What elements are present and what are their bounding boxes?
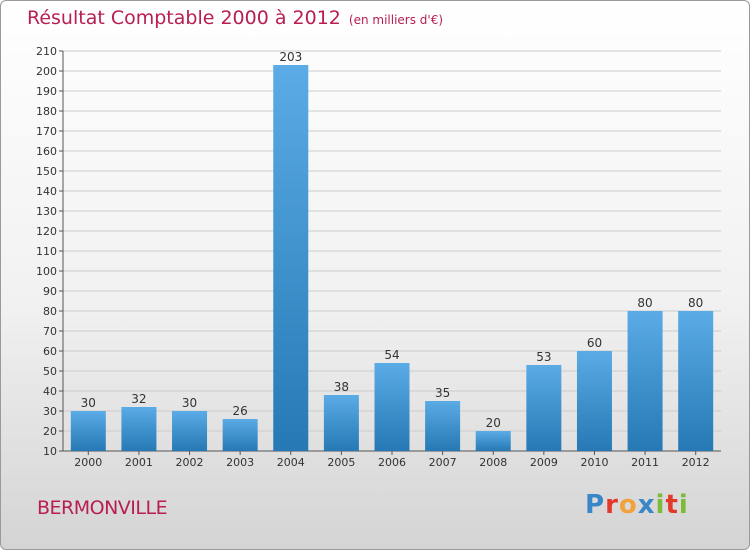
brand-logo: Proxiti xyxy=(585,490,689,520)
y-tick-label: 120 xyxy=(36,225,57,238)
x-tick-label: 2001 xyxy=(125,456,153,469)
bar-2006 xyxy=(374,363,410,451)
data-label: 20 xyxy=(486,416,501,430)
data-label: 26 xyxy=(233,404,248,418)
y-tick-label: 70 xyxy=(43,325,57,338)
bar-2009 xyxy=(526,365,562,451)
bar-2002 xyxy=(172,411,208,451)
y-tick-label: 80 xyxy=(43,305,57,318)
bars xyxy=(70,65,714,451)
y-tick-label: 10 xyxy=(43,445,57,458)
y-tick-label: 40 xyxy=(43,385,57,398)
data-label: 80 xyxy=(688,296,703,310)
data-label: 80 xyxy=(637,296,652,310)
y-tick-label: 140 xyxy=(36,185,57,198)
brand-letter: P xyxy=(585,490,606,520)
x-tick-label: 2003 xyxy=(226,456,254,469)
bar-2001 xyxy=(121,407,157,451)
y-tick-label: 100 xyxy=(36,265,57,278)
y-tick-label: 130 xyxy=(36,205,57,218)
brand-letter: o xyxy=(618,490,638,520)
x-tick-label: 2007 xyxy=(429,456,457,469)
data-label: 38 xyxy=(334,380,349,394)
chart-unit: (en milliers d'€) xyxy=(348,13,444,27)
x-tick-label: 2006 xyxy=(378,456,406,469)
data-label: 35 xyxy=(435,386,450,400)
y-tick-label: 20 xyxy=(43,425,57,438)
data-labels: 30 32 30 26 203 38 54 35 20 53 60 80 80 xyxy=(81,50,704,430)
bar-2012 xyxy=(678,311,714,451)
x-tick-label: 2000 xyxy=(74,456,102,469)
x-tick-label: 2011 xyxy=(631,456,659,469)
x-tick-label: 2009 xyxy=(530,456,558,469)
y-tick-label: 190 xyxy=(36,85,57,98)
y-tick-label: 110 xyxy=(36,245,57,258)
chart-title: Résultat Comptable 2000 à 2012 (en millie… xyxy=(27,7,443,29)
y-tick-label: 160 xyxy=(36,145,57,158)
data-label: 203 xyxy=(279,50,302,64)
town-name: BERMONVILLE xyxy=(37,497,168,519)
brand-letter: r xyxy=(605,490,619,520)
bar-2004 xyxy=(273,65,309,451)
data-label: 30 xyxy=(182,396,197,410)
bar-2007 xyxy=(425,401,461,451)
y-tick-label: 50 xyxy=(43,365,57,378)
data-label: 32 xyxy=(131,392,146,406)
brand-letter: i xyxy=(678,490,689,520)
y-tick-label: 60 xyxy=(43,345,57,358)
bar-2010 xyxy=(576,351,612,451)
bar-2011 xyxy=(627,311,663,451)
bar-2003 xyxy=(222,419,258,451)
x-tick-label: 2008 xyxy=(479,456,507,469)
chart-title-text: Résultat Comptable 2000 à 2012 xyxy=(27,7,341,29)
y-tick-label: 200 xyxy=(36,65,57,78)
brand-letter: i xyxy=(655,490,666,520)
brand-letter: x xyxy=(637,490,656,520)
x-tick-label: 2002 xyxy=(176,456,204,469)
y-tick-label: 170 xyxy=(36,125,57,138)
x-tick-label: 2005 xyxy=(327,456,355,469)
brand-letter: t xyxy=(665,490,679,520)
data-label: 54 xyxy=(384,348,399,362)
data-label: 30 xyxy=(81,396,96,410)
data-label: 53 xyxy=(536,350,551,364)
x-tick-label: 2010 xyxy=(580,456,608,469)
y-tick-label: 30 xyxy=(43,405,57,418)
axes: 10 20 30 40 50 60 70 80 90 100 110 120 130 140 150 160 1… xyxy=(36,45,721,469)
y-tick-label: 180 xyxy=(36,105,57,118)
x-tick-label: 2004 xyxy=(277,456,305,469)
y-tick-label: 210 xyxy=(36,45,57,58)
x-tick-label: 2012 xyxy=(682,456,710,469)
data-label: 60 xyxy=(587,336,602,350)
bar-2005 xyxy=(323,395,359,451)
bar-2008 xyxy=(475,431,511,451)
y-tick-label: 150 xyxy=(36,165,57,178)
bar-2000 xyxy=(70,411,106,451)
y-tick-label: 90 xyxy=(43,285,57,298)
